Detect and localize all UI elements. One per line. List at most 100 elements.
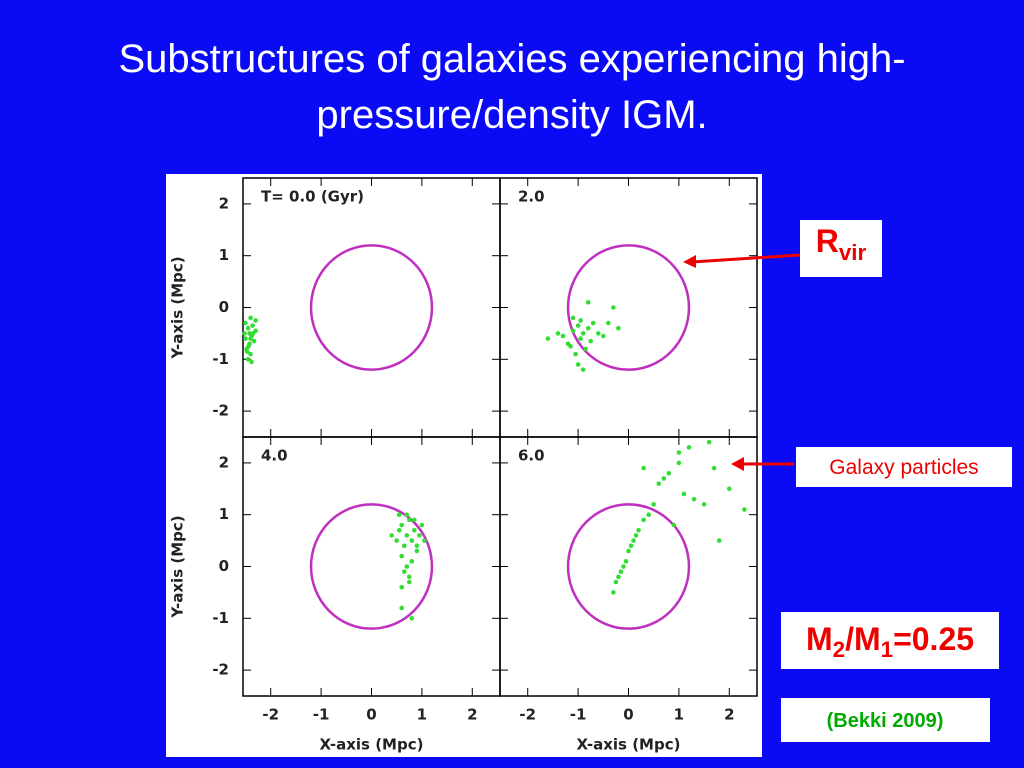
citation: (Bekki 2009) <box>827 710 944 732</box>
particle <box>570 315 576 321</box>
particle <box>412 517 417 523</box>
particle <box>711 465 717 471</box>
particle <box>406 517 412 523</box>
particle <box>686 445 692 450</box>
particle <box>409 538 415 543</box>
particle <box>585 300 591 305</box>
particle <box>706 439 712 445</box>
particle <box>628 543 634 549</box>
particle <box>570 328 576 334</box>
annotation: Rvir <box>816 223 867 265</box>
title-line: pressure/density IGM. <box>316 93 707 137</box>
particle <box>404 512 410 517</box>
mass-ratio-part: /M <box>845 621 881 657</box>
particle <box>575 323 581 328</box>
particle <box>247 331 252 336</box>
particle <box>666 470 672 476</box>
particle <box>404 564 410 569</box>
figure-background <box>166 174 762 757</box>
particle <box>613 579 619 585</box>
particle <box>545 336 551 341</box>
x-tick-label: -2 <box>519 706 536 724</box>
particle <box>626 548 631 554</box>
panel-title: 6.0 <box>518 447 545 465</box>
y-tick-label: -2 <box>212 402 229 420</box>
virial-circle <box>566 503 691 630</box>
x-axis-label: X-axis (Mpc) <box>320 736 424 754</box>
particle <box>399 553 405 559</box>
y-axis-label: Y-axis (Mpc) <box>169 256 187 359</box>
particle <box>251 338 257 344</box>
particle <box>389 533 394 538</box>
y-axis-label: Y-axis (Mpc) <box>169 515 187 618</box>
annotation-box <box>781 612 999 669</box>
particle <box>249 359 254 365</box>
particle <box>406 579 412 585</box>
panel-title: 4.0 <box>261 447 288 465</box>
particle <box>636 527 641 533</box>
particle <box>406 574 412 580</box>
particle <box>681 491 687 497</box>
particle <box>601 333 606 339</box>
annotation: Galaxy particles <box>829 456 978 479</box>
arrow <box>691 253 801 264</box>
particle <box>616 574 621 580</box>
particle <box>588 338 594 344</box>
annotation-box <box>800 220 882 277</box>
panel-title: T= 0.0 (Gyr) <box>261 188 364 206</box>
y-tick-label: -1 <box>212 350 229 368</box>
particle <box>399 605 405 611</box>
mass-ratio-part: M <box>806 621 833 657</box>
y-tick-label: 0 <box>219 557 229 575</box>
rvir-sub: vir <box>839 240 867 265</box>
particle <box>611 590 616 595</box>
particle <box>716 538 722 543</box>
particle <box>417 533 422 538</box>
particle <box>422 538 427 543</box>
x-tick-label: 2 <box>467 706 477 724</box>
virial-circle <box>566 244 691 371</box>
particle <box>641 517 646 523</box>
particle <box>580 367 586 372</box>
y-tick-label: 0 <box>219 298 229 316</box>
mass-ratio-sub: 2 <box>833 637 845 662</box>
particle <box>618 569 624 574</box>
particle <box>691 496 697 502</box>
virial-circle <box>309 503 434 630</box>
y-tick-label: -2 <box>212 661 229 679</box>
particle <box>616 325 621 331</box>
particle <box>701 502 707 507</box>
particle <box>412 527 417 533</box>
particle <box>578 336 583 341</box>
particle <box>248 351 253 357</box>
particle <box>611 305 616 310</box>
particle <box>676 460 682 466</box>
particle <box>676 450 682 455</box>
particle <box>246 344 251 349</box>
x-tick-label: 2 <box>724 706 734 724</box>
x-tick-label: 1 <box>674 706 684 724</box>
particle <box>585 325 591 331</box>
particle <box>656 481 662 486</box>
particle <box>248 336 253 341</box>
y-tick-label: 1 <box>219 246 229 264</box>
title-line: Substructures of galaxies experiencing h… <box>118 37 905 81</box>
particle <box>555 331 561 336</box>
particle <box>396 527 402 533</box>
particle <box>243 336 248 341</box>
particle <box>742 507 747 512</box>
particle <box>595 331 601 336</box>
particle <box>396 512 402 517</box>
particle <box>583 346 588 352</box>
particle <box>244 349 250 354</box>
x-tick-label: -2 <box>262 706 279 724</box>
y-tick-label: 2 <box>219 453 229 471</box>
particle <box>243 320 248 326</box>
particle <box>409 616 415 621</box>
particle <box>401 543 407 549</box>
particle <box>590 320 596 326</box>
particle <box>575 362 581 367</box>
x-tick-label: -1 <box>313 706 330 724</box>
particle <box>651 502 656 507</box>
